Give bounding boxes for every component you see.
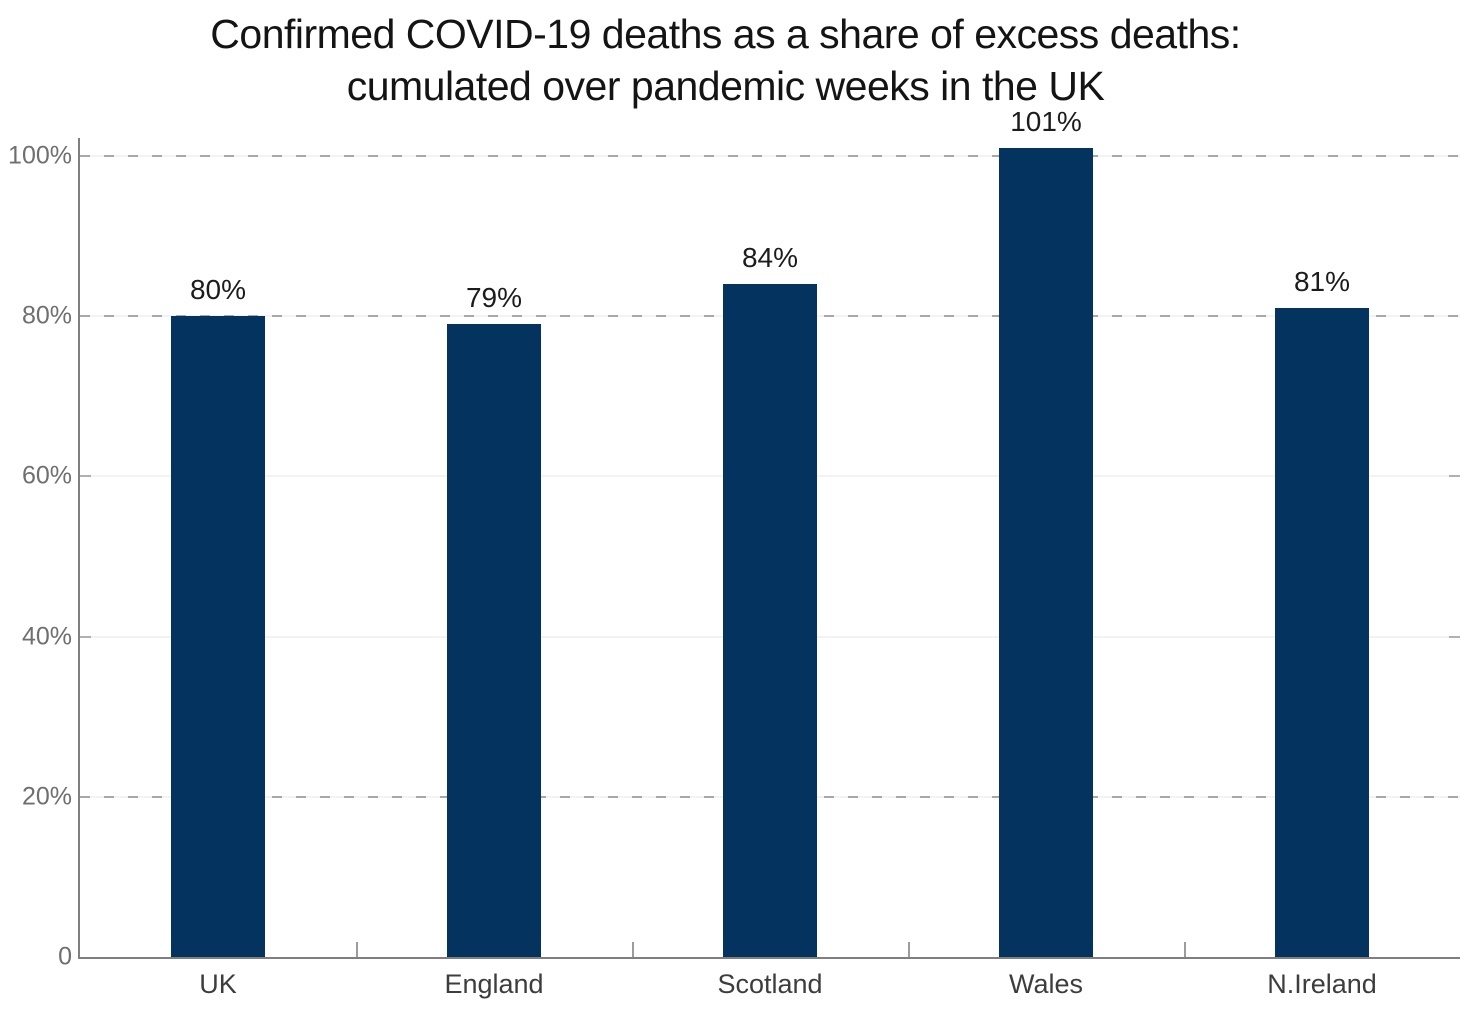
y-axis-tick-label: 60% — [21, 461, 72, 490]
gridline-end-stub — [1449, 475, 1460, 477]
gridline-end-stub — [80, 636, 91, 638]
bar-value-label: 79% — [465, 282, 523, 313]
x-axis-tick — [632, 942, 634, 957]
x-axis-category-label: Wales — [1008, 969, 1084, 999]
chart-title: Confirmed COVID-19 deaths as a share of … — [0, 8, 1451, 113]
bar-england — [447, 324, 541, 957]
y-axis-tick-label: 100% — [8, 141, 72, 170]
bar-uk — [171, 316, 265, 957]
x-axis-tick — [1184, 942, 1186, 957]
chart-title-line-1: Confirmed COVID-19 deaths as a share of … — [210, 11, 1241, 57]
x-axis-tick — [356, 942, 358, 957]
gridline-end-stub — [1449, 636, 1460, 638]
x-axis-category-label: England — [444, 969, 544, 999]
y-axis-tick-label: 0 — [58, 942, 72, 971]
gridline-end-stub — [80, 475, 91, 477]
x-axis-tick — [908, 942, 910, 957]
bar-wales — [999, 148, 1093, 957]
gridline-100 — [80, 155, 1460, 157]
bar-value-label: 84% — [741, 242, 799, 273]
x-axis-category-label: N.Ireland — [1267, 969, 1377, 999]
y-axis-tick-label: 40% — [21, 622, 72, 651]
x-axis-category-label: Scotland — [717, 969, 823, 999]
bar-scotland — [723, 284, 817, 957]
y-axis-tick-label: 20% — [21, 782, 72, 811]
y-axis-tick-label: 80% — [21, 301, 72, 330]
y-axis-line — [78, 138, 80, 958]
bar-value-label: 80% — [189, 274, 247, 305]
x-axis-category-label: UK — [199, 969, 237, 999]
x-axis-line — [78, 957, 1460, 959]
chart-title-line-2: cumulated over pandemic weeks in the UK — [346, 63, 1105, 110]
bar-n-ireland — [1275, 308, 1369, 957]
dashed-gridline-overlay — [80, 155, 1460, 157]
bar-value-label: 101% — [1010, 106, 1082, 137]
bar-value-label: 81% — [1293, 266, 1351, 297]
